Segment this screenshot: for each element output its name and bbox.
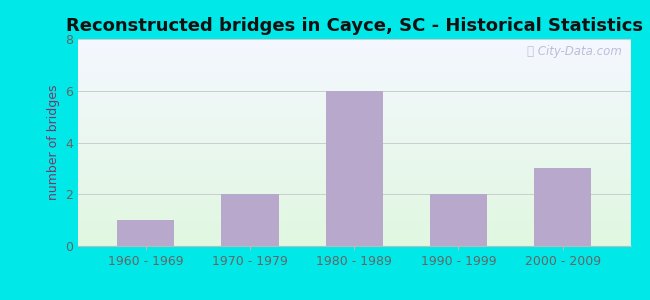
Bar [222, 194, 279, 246]
Bar [117, 220, 174, 246]
Bar [326, 91, 383, 246]
Bar [534, 168, 592, 246]
Bar [430, 194, 487, 246]
Title: Reconstructed bridges in Cayce, SC - Historical Statistics: Reconstructed bridges in Cayce, SC - His… [66, 17, 643, 35]
Y-axis label: number of bridges: number of bridges [47, 85, 60, 200]
Text: ⓘ City-Data.com: ⓘ City-Data.com [527, 45, 622, 58]
